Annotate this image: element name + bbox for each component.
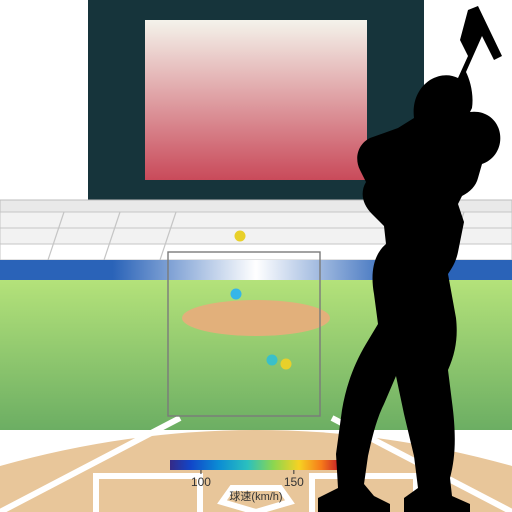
legend-tick-label: 100 xyxy=(191,475,211,489)
pitch-marker xyxy=(281,359,292,370)
pitch-marker xyxy=(267,355,278,366)
legend-axis-label: 球速(km/h) xyxy=(229,489,282,503)
pitchers-mound xyxy=(182,300,330,336)
legend-colorbar xyxy=(170,460,342,470)
pitch-marker xyxy=(231,289,242,300)
scoreboard-screen xyxy=(145,20,367,180)
legend-tick-label: 150 xyxy=(284,475,304,489)
pitch-marker xyxy=(235,231,246,242)
pitch-location-chart: 100 150球速(km/h) xyxy=(0,0,512,512)
scene-svg: 100 150球速(km/h) xyxy=(0,0,512,512)
